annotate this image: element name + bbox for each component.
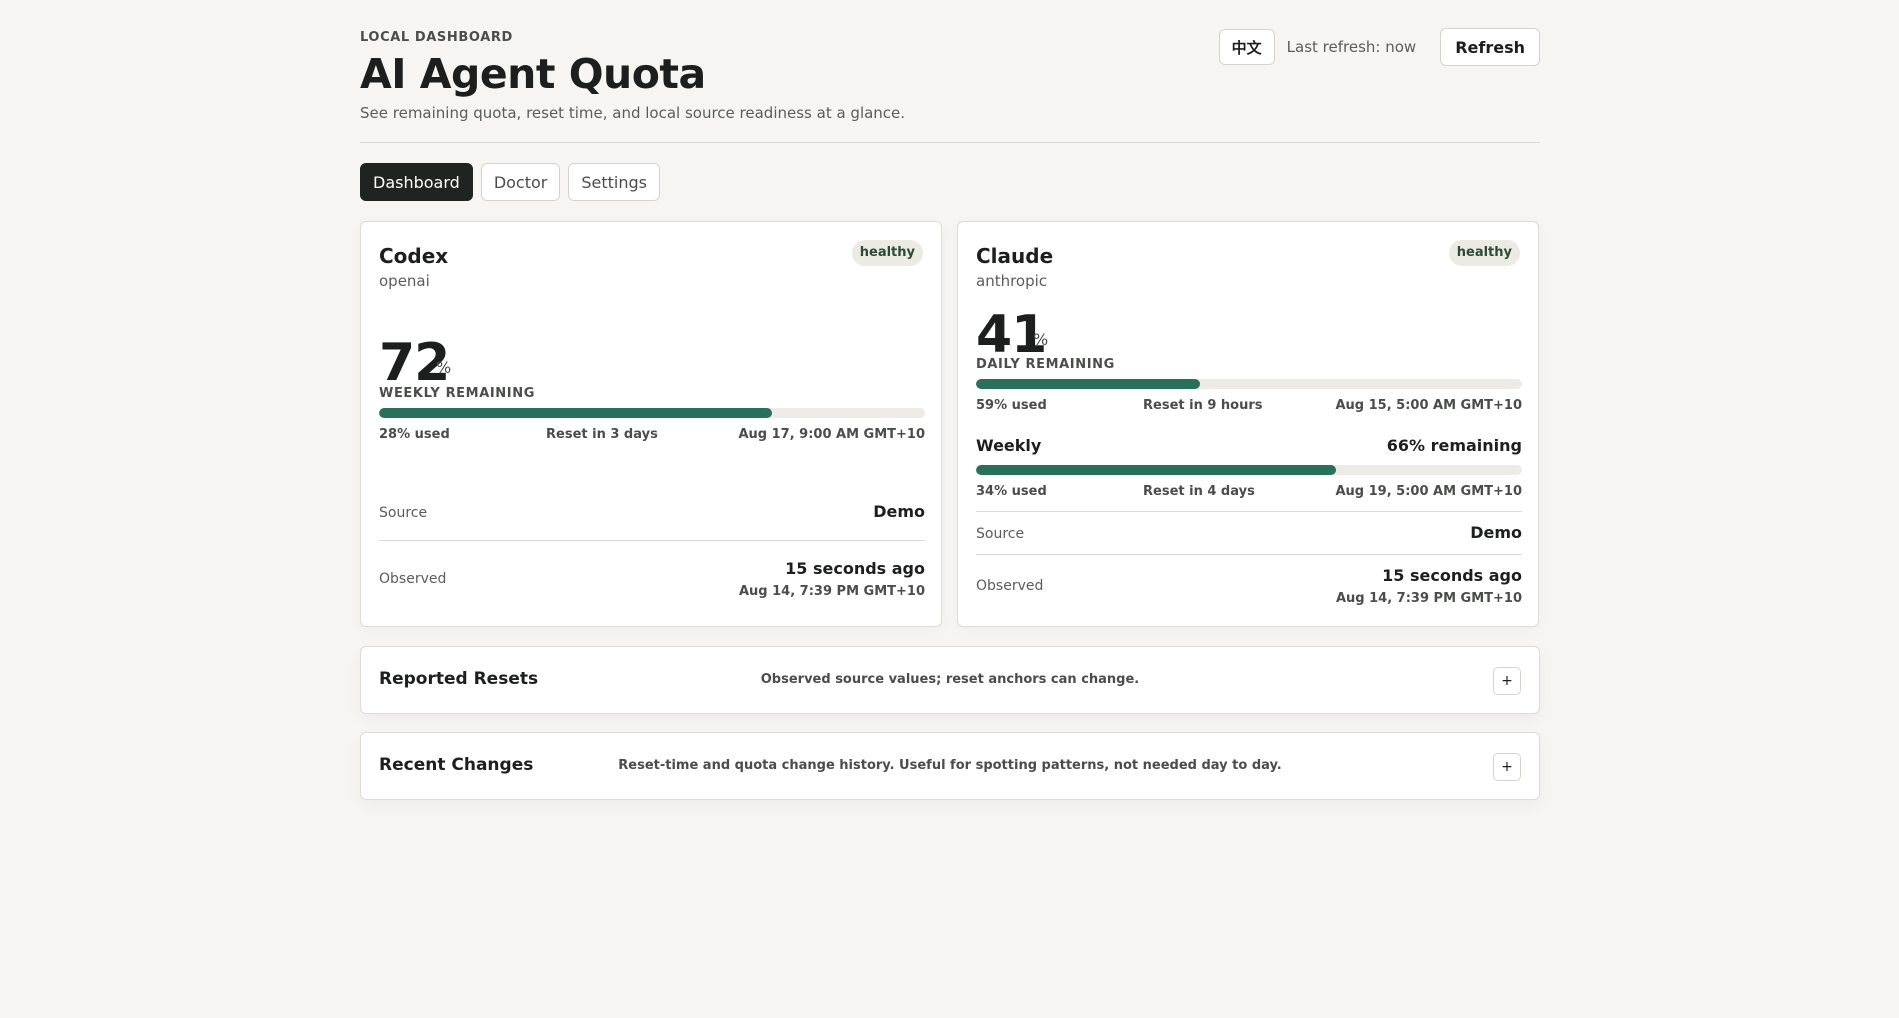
weekly-quota-header: Weekly 66% remaining (976, 436, 1522, 455)
page-subtitle: See remaining quota, reset time, and loc… (360, 104, 906, 122)
tab-settings[interactable]: Settings (568, 163, 660, 201)
provider-vendor: anthropic (976, 272, 1048, 290)
recent-changes-section[interactable]: Recent Changes Reset-time and quota chan… (360, 732, 1540, 800)
section-title: Recent Changes (379, 755, 534, 775)
tab-doctor[interactable]: Doctor (480, 163, 561, 201)
provider-cards: Codex openai healthy 72 % WEEKLY REMAINI… (360, 221, 1540, 628)
weekly-remaining: 66% remaining (1386, 436, 1522, 455)
provider-card-codex: Codex openai healthy 72 % WEEKLY REMAINI… (360, 221, 942, 627)
daily-progress-bar (976, 379, 1522, 389)
reset-countdown: Reset in 9 hours (1143, 398, 1263, 413)
status-badge: healthy (851, 240, 923, 266)
reset-countdown: Reset in 3 days (546, 427, 658, 442)
remaining-percent-unit: % (1033, 330, 1049, 349)
used-percent: 59% used (976, 398, 1047, 413)
source-value: Demo (873, 502, 925, 521)
status-badge: healthy (1448, 240, 1520, 266)
page-title: AI Agent Quota (360, 50, 706, 98)
divider (379, 540, 925, 541)
weekly-progress-bar (976, 465, 1522, 475)
observed-label: Observed (976, 578, 1044, 594)
source-label: Source (379, 505, 428, 521)
expand-icon[interactable]: + (1493, 753, 1521, 781)
daily-progress-fill (976, 379, 1200, 389)
remaining-percent-value: 72 (379, 333, 450, 393)
remaining-percent-value: 41 (976, 305, 1047, 365)
observed-ago: 15 seconds ago (1382, 566, 1522, 585)
refresh-button[interactable]: Refresh (1440, 28, 1540, 66)
page-header: LOCAL DASHBOARD AI Agent Quota See remai… (360, 0, 1540, 143)
section-title: Reported Resets (379, 669, 539, 689)
section-description: Observed source values; reset anchors ca… (760, 672, 1140, 687)
quota-progress-fill (379, 408, 773, 418)
expand-icon[interactable]: + (1493, 667, 1521, 695)
reported-resets-section[interactable]: Reported Resets Observed source values; … (360, 646, 1540, 714)
provider-vendor: openai (379, 272, 430, 290)
observed-timestamp: Aug 14, 7:39 PM GMT+10 (738, 584, 925, 599)
observed-ago: 15 seconds ago (785, 559, 925, 578)
weekly-label: Weekly (976, 436, 1042, 455)
weekly-stats-row: 34% used Reset in 4 days Aug 19, 5:00 AM… (976, 484, 1522, 499)
page: LOCAL DASHBOARD AI Agent Quota See remai… (360, 0, 1540, 800)
source-value: Demo (1470, 523, 1522, 542)
daily-stats-row: 59% used Reset in 9 hours Aug 15, 5:00 A… (976, 398, 1522, 413)
section-description: Reset-time and quota change history. Use… (618, 758, 1282, 773)
reset-time: Aug 19, 5:00 AM GMT+10 (1335, 484, 1522, 499)
weekly-progress-fill (976, 465, 1337, 475)
divider (976, 511, 1522, 512)
observed-label: Observed (379, 571, 447, 587)
language-toggle-button[interactable]: 中文 (1218, 29, 1275, 65)
reset-time: Aug 17, 9:00 AM GMT+10 (738, 427, 925, 442)
quota-stats-row: 28% used Reset in 3 days Aug 17, 9:00 AM… (379, 427, 925, 442)
header-actions: 中文 Last refresh: now Refresh (1218, 28, 1540, 66)
provider-name: Codex (379, 244, 449, 268)
observed-timestamp: Aug 14, 7:39 PM GMT+10 (1335, 591, 1522, 606)
quota-progress-bar (379, 408, 925, 418)
reset-time: Aug 15, 5:00 AM GMT+10 (1335, 398, 1522, 413)
remaining-metric-label: DAILY REMAINING (976, 357, 1115, 372)
last-refresh-status: Last refresh: now (1286, 38, 1417, 56)
tab-dashboard[interactable]: Dashboard (360, 163, 473, 201)
provider-card-claude: Claude anthropic healthy 41 % DAILY REMA… (957, 221, 1539, 627)
divider (976, 554, 1522, 555)
provider-name: Claude (976, 244, 1054, 268)
remaining-percent-unit: % (436, 358, 452, 377)
used-percent: 34% used (976, 484, 1047, 499)
page-eyebrow: LOCAL DASHBOARD (360, 30, 513, 45)
remaining-metric-label: WEEKLY REMAINING (379, 386, 535, 401)
tab-bar: Dashboard Doctor Settings (360, 163, 660, 201)
used-percent: 28% used (379, 427, 450, 442)
source-label: Source (976, 526, 1025, 542)
reset-countdown: Reset in 4 days (1143, 484, 1255, 499)
